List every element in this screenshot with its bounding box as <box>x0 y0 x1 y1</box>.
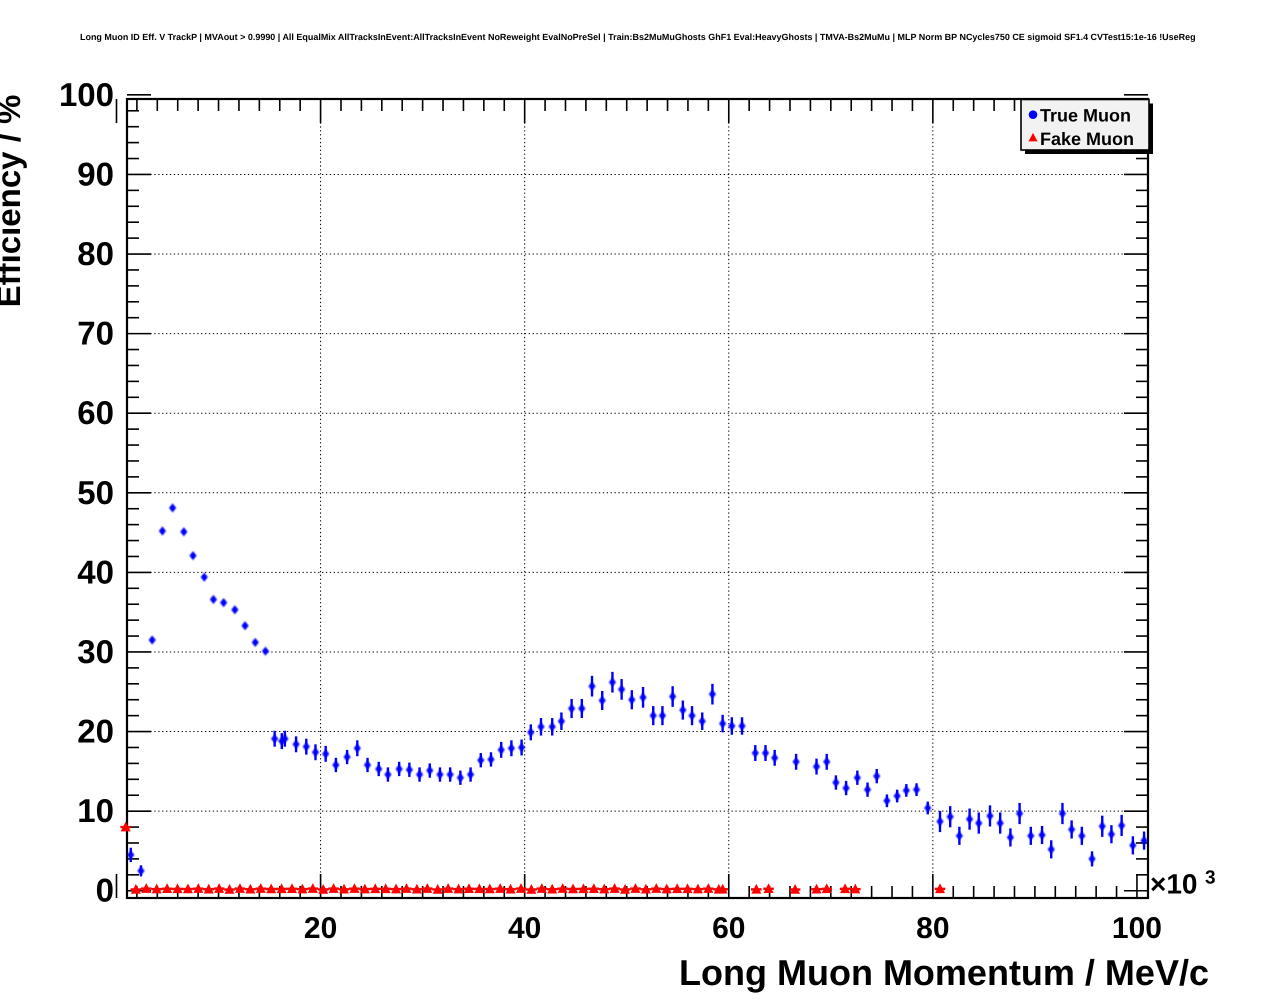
svg-text:Long Muon ID Eff. V TrackP | M: Long Muon ID Eff. V TrackP | MVAout > 0.… <box>80 32 1196 42</box>
svg-text:80: 80 <box>77 235 114 272</box>
svg-text:0: 0 <box>96 872 114 909</box>
svg-text:90: 90 <box>77 155 114 192</box>
svg-text:10: 10 <box>77 792 114 829</box>
svg-text:20: 20 <box>77 713 114 750</box>
svg-text:100: 100 <box>1112 912 1162 945</box>
svg-text:80: 80 <box>916 912 949 945</box>
svg-text:70: 70 <box>77 315 114 352</box>
svg-text:True Muon: True Muon <box>1040 106 1131 126</box>
svg-text:Fake Muon: Fake Muon <box>1040 129 1134 149</box>
svg-text:Efficiency / %: Efficiency / % <box>0 95 27 308</box>
svg-text:50: 50 <box>77 474 114 511</box>
svg-text:×10: ×10 <box>1150 869 1198 900</box>
svg-text:60: 60 <box>712 912 745 945</box>
svg-text:20: 20 <box>304 912 337 945</box>
svg-text:30: 30 <box>77 633 114 670</box>
svg-text:40: 40 <box>77 553 114 590</box>
svg-text:3: 3 <box>1205 868 1216 889</box>
svg-text:Long Muon Momentum / MeV/c: Long Muon Momentum / MeV/c <box>679 952 1209 993</box>
svg-text:40: 40 <box>508 912 541 945</box>
svg-text:60: 60 <box>77 394 114 431</box>
svg-text:100: 100 <box>59 76 114 113</box>
